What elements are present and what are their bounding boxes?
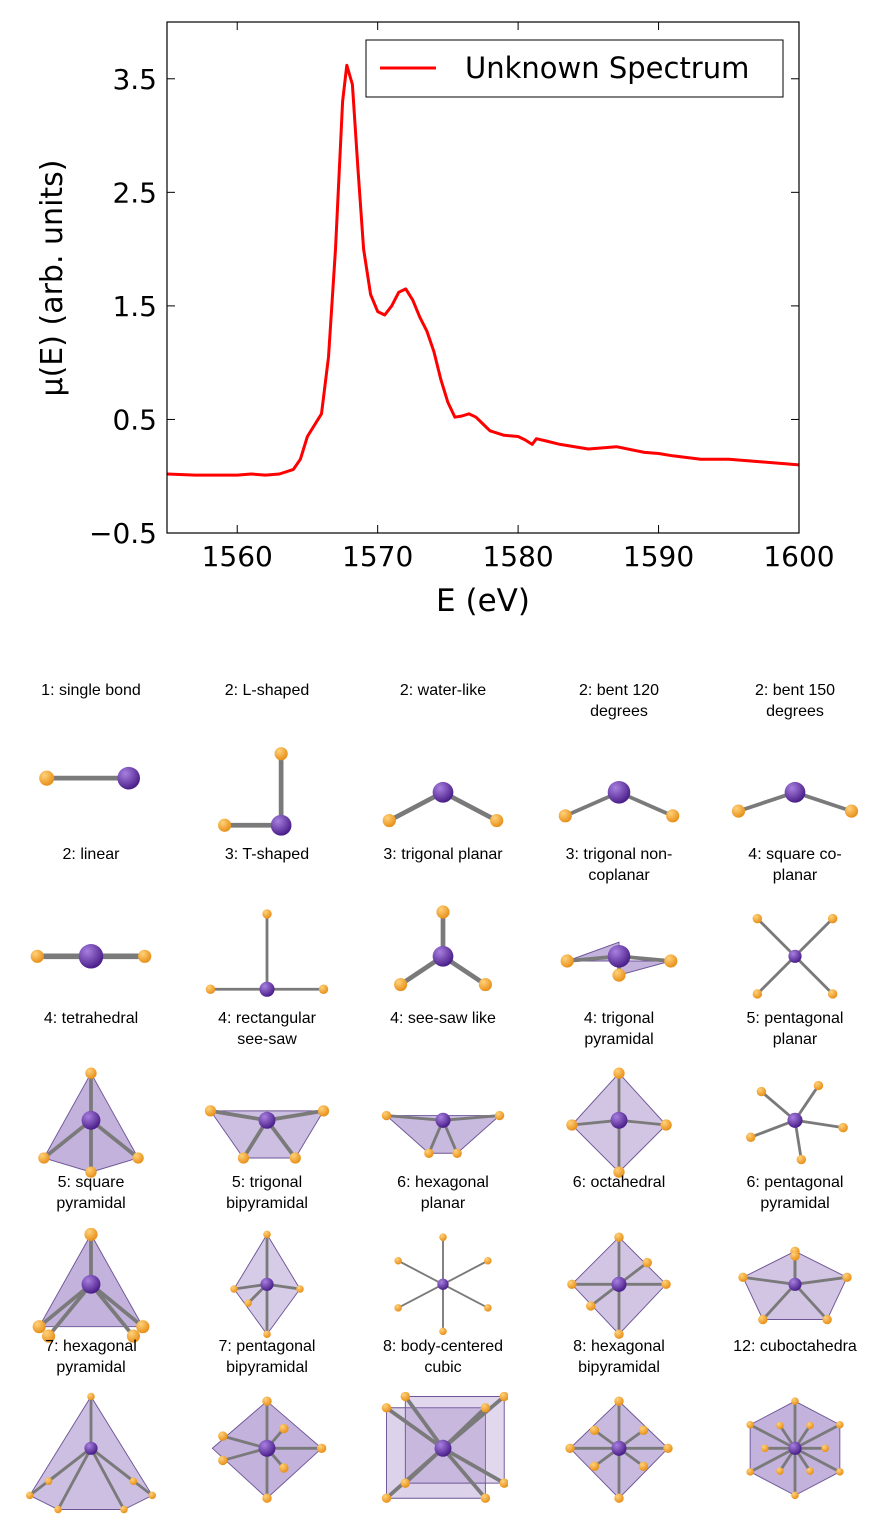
x-tick-label: 1570 xyxy=(342,540,413,573)
see-saw-like-molecule-icon xyxy=(381,1110,505,1158)
geometry-cell: 8: body-centered cubic xyxy=(354,1336,532,1504)
geometry-label: 8: body-centered cubic xyxy=(382,1338,504,1376)
x-tick-label: 1600 xyxy=(763,540,834,573)
y-tick-label: −0.5 xyxy=(89,517,157,550)
geometry-cell: 3: T-shaped xyxy=(178,844,356,1012)
geometry-label: 2: bent 150 degrees xyxy=(754,682,836,720)
y-tick-label: 1.5 xyxy=(112,290,157,323)
geometry-cell: 3: trigonal non- coplanar xyxy=(530,844,708,1012)
geometry-label: 5: trigonal bipyramidal xyxy=(226,1174,308,1212)
y-tick-label: 2.5 xyxy=(112,176,157,209)
geometry-label: 3: trigonal non- coplanar xyxy=(565,846,673,884)
geometry-label: 6: hexagonal planar xyxy=(397,1174,489,1212)
l-shaped-molecule-icon xyxy=(218,747,292,836)
geometry-cell: 5: square pyramidal xyxy=(2,1172,180,1343)
cuboctahedra-molecule-icon xyxy=(746,1397,844,1500)
geometry-label: 2: water-like xyxy=(399,682,487,699)
geometry-label: 6: pentagonal pyramidal xyxy=(746,1174,844,1212)
x-tick-label: 1590 xyxy=(623,540,694,573)
geometry-cell: 4: trigonal pyramidal xyxy=(530,1008,708,1178)
single-bond-molecule-icon xyxy=(39,766,140,790)
x-axis-ticks: 1560 1570 1580 1590 1600 xyxy=(202,22,835,573)
x-tick-label: 1560 xyxy=(202,540,273,573)
geometry-cell: 8: hexagonal bipyramidal xyxy=(530,1336,708,1504)
y-axis-label: μ(E) (arb. units) xyxy=(35,160,70,397)
geometry-label: 6: octahedral xyxy=(572,1174,666,1191)
geometry-cell: 2: water-like xyxy=(354,680,532,848)
trigonal-pyramidal-molecule-icon xyxy=(566,1067,672,1178)
geometry-label: 4: square co- planar xyxy=(748,846,842,884)
coordination-geometry-grid: 1: single bond 2: L-shaped 2: water-like 2:… xyxy=(0,680,893,1526)
geometry-label: 8: hexagonal bipyramidal xyxy=(573,1338,665,1376)
rectangular-see-saw-molecule-icon xyxy=(204,1105,330,1164)
pentagonal-planar-molecule-icon xyxy=(746,1080,848,1165)
geometry-label: 3: trigonal planar xyxy=(383,846,503,863)
geometry-cell: 6: hexagonal planar xyxy=(354,1172,532,1340)
geometry-cell: 7: pentagonal bipyramidal xyxy=(178,1336,356,1504)
geometry-label: 7: pentagonal bipyramidal xyxy=(218,1338,316,1376)
bent-120-molecule-icon xyxy=(558,780,680,823)
geometry-label: 5: square pyramidal xyxy=(56,1174,126,1212)
trigonal-planar-molecule-icon xyxy=(394,905,492,992)
square-pyramidal-molecule-icon xyxy=(32,1228,150,1343)
y-tick-label: 3.5 xyxy=(112,63,157,96)
geometry-cell: 7: hexagonal pyramidal xyxy=(2,1336,180,1514)
legend-label-unknown-spectrum: Unknown Spectrum xyxy=(465,51,749,85)
trigonal-non-coplanar-molecule-icon xyxy=(560,941,678,982)
geometry-cell: 12: cuboctahedra xyxy=(706,1336,884,1504)
geometry-cell: 6: octahedral xyxy=(530,1172,708,1340)
geometry-cell: 4: rectangular see-saw xyxy=(178,1008,356,1176)
geometry-cell: 5: pentagonal planar xyxy=(706,1008,884,1176)
body-centered-cubic-molecule-icon xyxy=(381,1392,508,1503)
x-tick-label: 1580 xyxy=(482,540,553,573)
geometry-cell: 4: see-saw like xyxy=(354,1008,532,1176)
bent-150-molecule-icon xyxy=(731,781,859,818)
geometry-label: 4: rectangular see-saw xyxy=(218,1010,316,1048)
geometry-label: 3: T-shaped xyxy=(224,846,310,863)
geometry-cell: 2: bent 150 degrees xyxy=(706,680,884,848)
geometry-label: 2: L-shaped xyxy=(224,682,310,699)
geometry-label: 1: single bond xyxy=(41,682,141,699)
octahedral-molecule-icon xyxy=(567,1232,671,1339)
geometry-label: 7: hexagonal pyramidal xyxy=(45,1338,137,1376)
plot-frame xyxy=(166,21,800,534)
pentagonal-bipyramidal-molecule-icon xyxy=(211,1396,327,1503)
geometry-label: 4: tetrahedral xyxy=(43,1010,139,1027)
geometry-cell: 3: trigonal planar xyxy=(354,844,532,1012)
legend: Unknown Spectrum xyxy=(365,39,784,98)
t-shaped-molecule-icon xyxy=(205,909,329,997)
geometry-label: 2: bent 120 degrees xyxy=(578,682,660,720)
linear-molecule-icon xyxy=(30,944,152,969)
hexagonal-planar-molecule-icon xyxy=(394,1233,492,1336)
square-coplanar-molecule-icon xyxy=(752,913,838,999)
geometry-label: 2: linear xyxy=(62,846,120,863)
y-axis-ticks: −0.5 0.5 1.5 2.5 3.5 xyxy=(89,63,799,550)
pentagonal-pyramidal-molecule-icon xyxy=(738,1246,852,1325)
geometry-cell: 1: single bond xyxy=(2,680,180,848)
geometry-cell: 2: bent 120 degrees xyxy=(530,680,708,848)
trigonal-bipyramidal-molecule-icon xyxy=(230,1230,304,1338)
geometry-cell: 4: square co- planar xyxy=(706,844,884,1012)
series-line-unknown-spectrum xyxy=(166,63,800,477)
water-like-molecule-icon xyxy=(382,781,504,828)
y-tick-label: 0.5 xyxy=(112,403,157,436)
hexagonal-bipyramidal-molecule-icon xyxy=(565,1396,673,1503)
hexagonal-pyramidal-molecule-icon xyxy=(26,1392,156,1514)
geometry-cell: 4: tetrahedral xyxy=(2,1008,180,1178)
geometry-cell: 6: pentagonal pyramidal xyxy=(706,1172,884,1340)
xanes-spectrum-chart: −0.5 0.5 1.5 2.5 3.5 1560 1570 1580 1590 1600 E … xyxy=(35,21,835,619)
x-axis-label: E (eV) xyxy=(436,583,530,619)
geometry-label: 12: cuboctahedra xyxy=(733,1338,857,1355)
geometry-cell: 2: linear xyxy=(2,844,180,1012)
geometry-label: 5: pentagonal planar xyxy=(746,1010,844,1048)
geometry-cell: 2: L-shaped xyxy=(178,680,356,848)
tetrahedral-molecule-icon xyxy=(38,1067,144,1178)
geometry-label: 4: trigonal pyramidal xyxy=(583,1010,655,1048)
geometry-cell: 5: trigonal bipyramidal xyxy=(178,1172,356,1340)
plot-background xyxy=(167,22,799,533)
geometry-label: 4: see-saw like xyxy=(390,1010,496,1027)
